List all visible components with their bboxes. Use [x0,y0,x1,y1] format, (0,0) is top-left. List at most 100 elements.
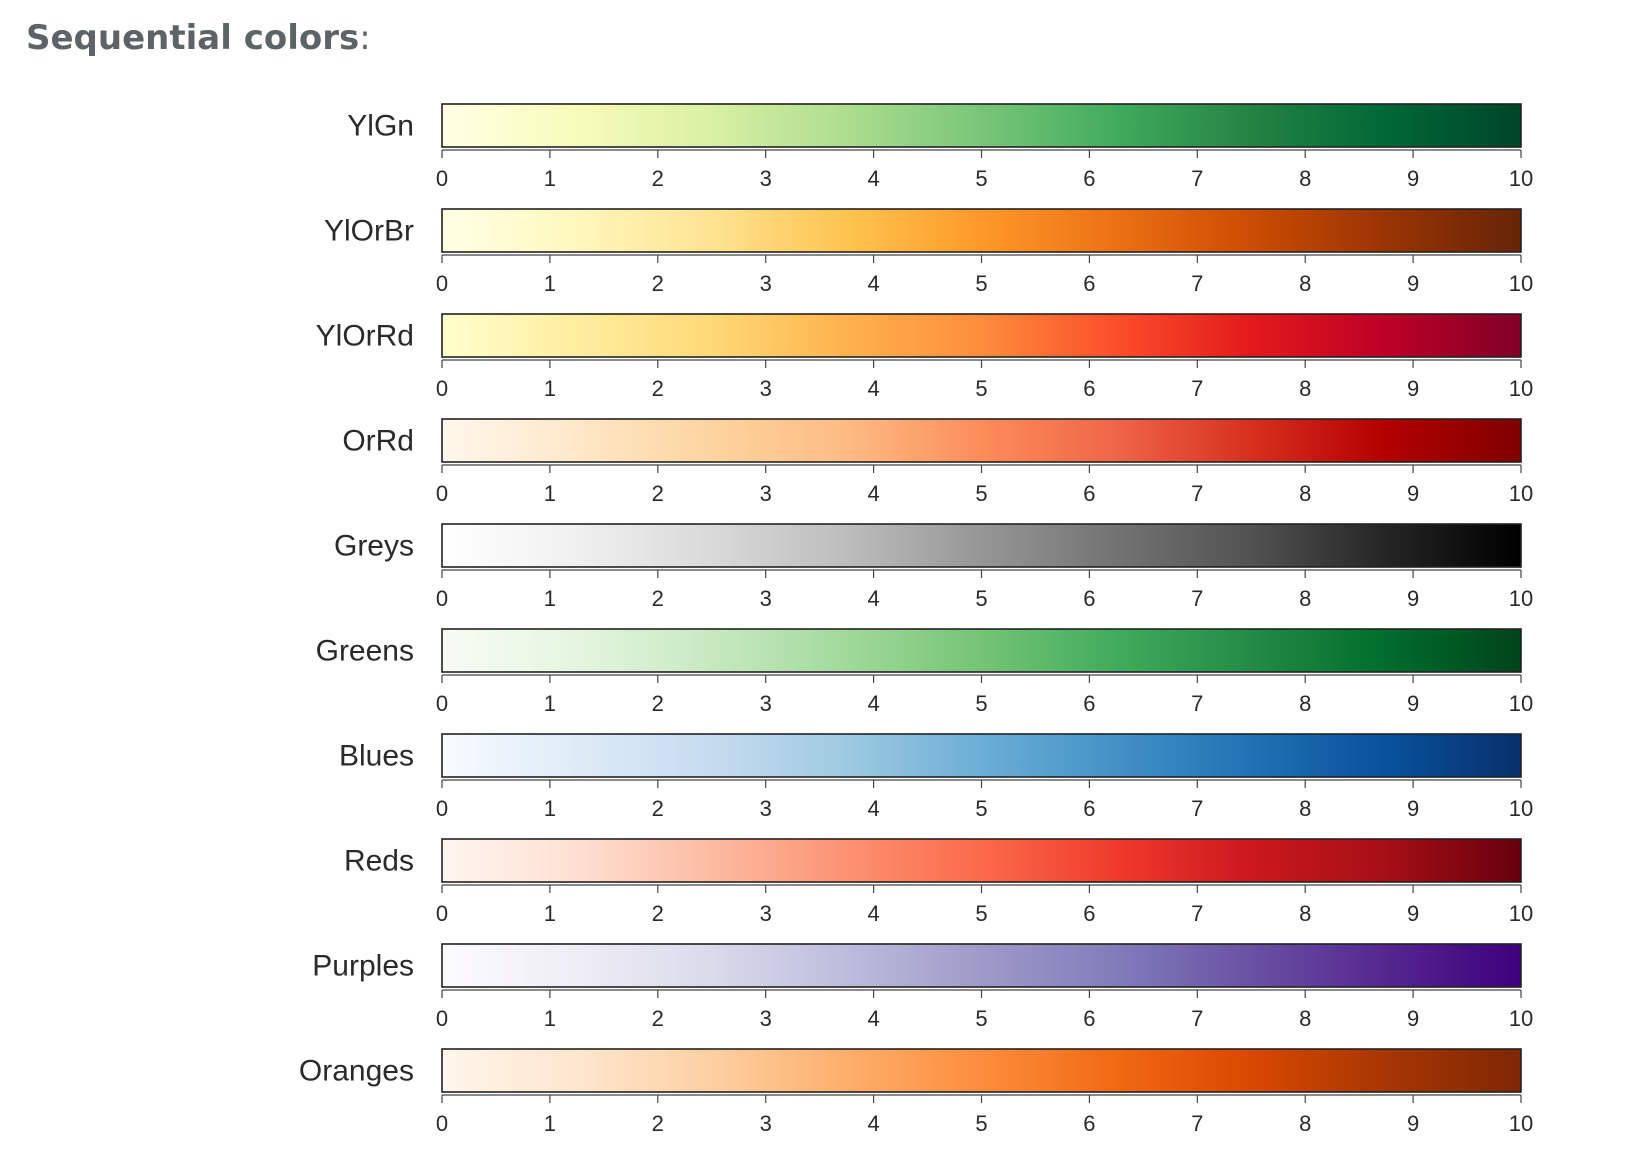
tick-label-ylgn-10: 10 [1509,166,1533,191]
palette-label-reds: Reds [344,845,414,878]
tick-label-greys-8: 8 [1299,586,1311,611]
tick-label-ylorrd-4: 4 [867,376,879,401]
tick-label-reds-0: 0 [436,901,448,926]
tick-label-blues-5: 5 [975,796,987,821]
tick-label-blues-4: 4 [867,796,879,821]
tick-label-orrd-9: 9 [1407,481,1419,506]
tick-label-reds-9: 9 [1407,901,1419,926]
tick-label-oranges-0: 0 [436,1111,448,1136]
page-title-text: Sequential colors [26,18,360,58]
tick-label-purples-7: 7 [1191,1006,1203,1031]
tick-label-ylgn-0: 0 [436,166,448,191]
palette-bar-greys [441,523,1522,568]
tick-label-ylorrd-8: 8 [1299,376,1311,401]
tick-label-reds-4: 4 [867,901,879,926]
tick-label-ylorrd-10: 10 [1509,376,1533,401]
tick-label-ylgn-2: 2 [652,166,664,191]
palette-label-greys: Greys [334,530,414,563]
tick-label-oranges-2: 2 [652,1111,664,1136]
tick-label-blues-10: 10 [1509,796,1533,821]
palette-label-purples: Purples [312,950,414,983]
tick-label-blues-8: 8 [1299,796,1311,821]
palette-row-ylorrd: YlOrRd 0 1 2 3 4 5 6 7 8 9 10 [316,313,1533,401]
page-title: Sequential colors: [26,18,371,58]
tick-label-greens-9: 9 [1407,691,1419,716]
tick-label-ylgn-5: 5 [975,166,987,191]
tick-label-greens-4: 4 [867,691,879,716]
tick-label-greys-0: 0 [436,586,448,611]
palette-label-greens: Greens [316,635,414,668]
tick-label-greys-4: 4 [867,586,879,611]
tick-label-greys-3: 3 [760,586,772,611]
tick-label-ylgn-7: 7 [1191,166,1203,191]
tick-label-ylorbr-8: 8 [1299,271,1311,296]
tick-label-purples-6: 6 [1083,1006,1095,1031]
tick-label-oranges-6: 6 [1083,1111,1095,1136]
tick-label-ylgn-9: 9 [1407,166,1419,191]
tick-label-oranges-3: 3 [760,1111,772,1136]
tick-label-reds-3: 3 [760,901,772,926]
tick-label-reds-7: 7 [1191,901,1203,926]
tick-label-greens-2: 2 [652,691,664,716]
tick-label-ylorrd-2: 2 [652,376,664,401]
tick-label-greys-10: 10 [1509,586,1533,611]
tick-label-oranges-8: 8 [1299,1111,1311,1136]
palette-row-greys: Greys 0 1 2 3 4 5 6 7 8 9 10 [334,523,1533,611]
tick-label-purples-2: 2 [652,1006,664,1031]
palette-row-greens: Greens 0 1 2 3 4 5 6 7 8 9 10 [316,628,1533,716]
tick-label-oranges-1: 1 [544,1111,556,1136]
tick-label-greens-1: 1 [544,691,556,716]
palette-row-oranges: Oranges 0 1 2 3 4 5 6 7 8 9 10 [299,1048,1533,1136]
tick-label-orrd-10: 10 [1509,481,1533,506]
tick-label-greens-8: 8 [1299,691,1311,716]
palette-row-ylgn: YlGn 0 1 2 3 4 5 6 7 8 9 10 [347,103,1533,191]
tick-label-purples-9: 9 [1407,1006,1419,1031]
tick-label-orrd-5: 5 [975,481,987,506]
tick-label-purples-5: 5 [975,1006,987,1031]
tick-label-purples-3: 3 [760,1006,772,1031]
tick-label-orrd-6: 6 [1083,481,1095,506]
palette-bar-orrd [441,418,1522,463]
tick-label-ylorbr-7: 7 [1191,271,1203,296]
tick-label-greens-7: 7 [1191,691,1203,716]
palette-label-ylorrd: YlOrRd [316,320,414,353]
tick-label-reds-6: 6 [1083,901,1095,926]
tick-label-reds-8: 8 [1299,901,1311,926]
tick-label-ylorrd-9: 9 [1407,376,1419,401]
tick-label-greens-6: 6 [1083,691,1095,716]
palette-row-orrd: OrRd 0 1 2 3 4 5 6 7 8 9 10 [342,418,1533,506]
tick-label-ylorbr-9: 9 [1407,271,1419,296]
tick-label-ylorbr-6: 6 [1083,271,1095,296]
palette-row-reds: Reds 0 1 2 3 4 5 6 7 8 9 10 [344,838,1533,926]
palette-bar-ylorbr [441,208,1522,253]
page-title-colon: : [359,18,371,58]
tick-label-orrd-4: 4 [867,481,879,506]
tick-label-orrd-8: 8 [1299,481,1311,506]
tick-label-ylorrd-5: 5 [975,376,987,401]
tick-label-reds-10: 10 [1509,901,1533,926]
tick-label-greys-1: 1 [544,586,556,611]
tick-label-purples-4: 4 [867,1006,879,1031]
tick-label-oranges-5: 5 [975,1111,987,1136]
tick-label-oranges-9: 9 [1407,1111,1419,1136]
tick-label-purples-10: 10 [1509,1006,1533,1031]
tick-label-blues-9: 9 [1407,796,1419,821]
palette-label-blues: Blues [339,740,414,773]
palette-bar-greens [441,628,1522,673]
tick-label-blues-7: 7 [1191,796,1203,821]
tick-label-greys-5: 5 [975,586,987,611]
palette-bar-ylgn [441,103,1522,148]
tick-label-ylorbr-5: 5 [975,271,987,296]
palette-label-orrd: OrRd [342,425,414,458]
tick-label-ylorrd-3: 3 [760,376,772,401]
tick-label-reds-5: 5 [975,901,987,926]
tick-label-purples-1: 1 [544,1006,556,1031]
tick-label-oranges-7: 7 [1191,1111,1203,1136]
tick-label-reds-2: 2 [652,901,664,926]
tick-label-blues-0: 0 [436,796,448,821]
tick-label-purples-0: 0 [436,1006,448,1031]
palette-bar-reds [441,838,1522,883]
palette-row-blues: Blues 0 1 2 3 4 5 6 7 8 9 10 [339,733,1533,821]
tick-label-greens-10: 10 [1509,691,1533,716]
